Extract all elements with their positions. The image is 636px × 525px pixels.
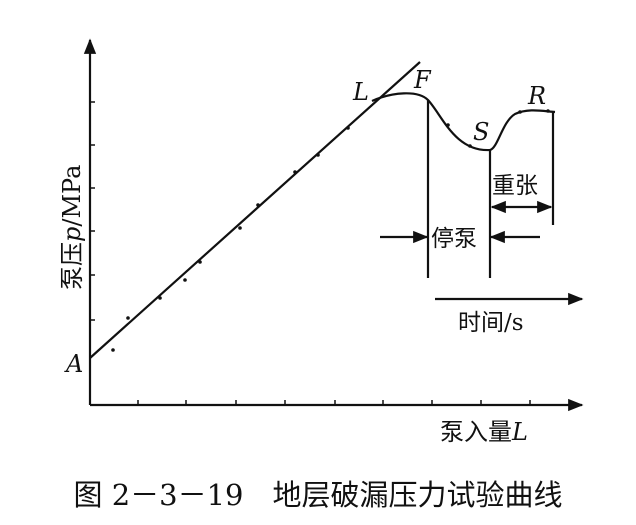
annotation: 停泵 xyxy=(431,226,477,252)
x-axis-label: 泵入量L xyxy=(440,418,528,446)
label-part: 泵压 xyxy=(58,242,86,290)
label-part: /MPa xyxy=(58,165,86,227)
point-label: R xyxy=(527,82,546,110)
axis-ticks xyxy=(90,101,531,405)
label-part: L xyxy=(511,418,528,446)
label-part: 泵入量 xyxy=(440,418,512,446)
annotation: 时间/s xyxy=(458,310,524,336)
linear-trend xyxy=(89,61,421,359)
point-label: F xyxy=(413,66,432,94)
annotation: 重张 xyxy=(492,173,538,199)
y-axis-label: 泵压p/MPa xyxy=(58,165,86,290)
point-label: L xyxy=(352,78,369,106)
point-label: S xyxy=(473,118,489,146)
data-dots xyxy=(111,109,550,352)
caption: 图 2－3－19 地层破漏压力试验曲线 xyxy=(73,478,562,512)
label-part: p xyxy=(58,227,86,242)
point-label: A xyxy=(64,350,83,378)
